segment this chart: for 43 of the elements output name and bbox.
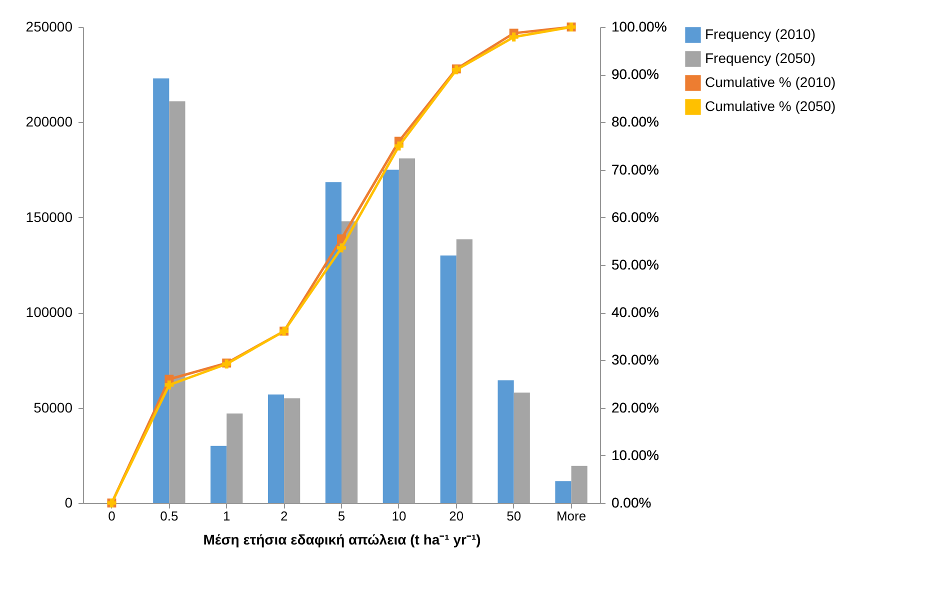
- y-tick-label: 0: [64, 494, 73, 510]
- bar: [268, 394, 284, 503]
- y-tick-label: 200000: [26, 114, 73, 130]
- x-tick-label: 1: [222, 508, 230, 524]
- bar: [153, 78, 170, 503]
- y2-tick-label: 40.00%: [612, 304, 659, 320]
- y2-tick-label: 70.00%: [612, 161, 659, 178]
- legend-label: Cumulative % (2010): [705, 74, 836, 90]
- y2-tick-label: 20.00%: [612, 399, 659, 416]
- y2-tick-label: 10.00%: [612, 446, 659, 463]
- bar: [498, 380, 514, 503]
- x-tick-label: 20: [449, 508, 464, 524]
- x-tick-label: 5: [338, 508, 346, 524]
- point: [337, 243, 346, 252]
- legend-label: Frequency (2010): [705, 26, 816, 42]
- x-tick-label: 2: [280, 508, 288, 524]
- y2-tick-label: 0.00%: [612, 494, 652, 510]
- y2-tick-label: 90.00%: [612, 66, 659, 82]
- legend-label: Frequency (2050): [705, 50, 816, 66]
- x-tick-label: 10: [392, 508, 406, 524]
- point: [394, 142, 404, 150]
- bar: [555, 481, 572, 503]
- x-axis-title: Μέση ετήσια εδαφική απώλεια (t ha⁻¹ yr⁻¹): [203, 532, 481, 548]
- y2-tick-label: 50.00%: [612, 256, 659, 272]
- x-tick-label: 50: [506, 508, 522, 524]
- point: [164, 380, 174, 390]
- bar: [440, 255, 456, 503]
- x-tick-label: More: [556, 508, 586, 524]
- y2-tick-label: 30.00%: [612, 352, 659, 368]
- y-tick-label: 250000: [26, 18, 73, 34]
- point: [509, 32, 518, 42]
- y-tick-label: 50000: [34, 399, 73, 416]
- y2-tick-label: 80.00%: [612, 114, 659, 130]
- bar: [382, 170, 399, 503]
- y-tick-label: 100000: [26, 304, 73, 320]
- x-tick-label: 0.5: [160, 508, 178, 524]
- y2-tick-label: 60.00%: [612, 208, 659, 225]
- bar: [325, 182, 342, 503]
- bar: [210, 446, 227, 503]
- legend-label: Cumulative % (2050): [705, 98, 836, 114]
- x-tick-label: 0: [108, 508, 116, 524]
- y-tick-label: 150000: [26, 208, 73, 225]
- y2-tick-label: 100.00%: [612, 18, 667, 34]
